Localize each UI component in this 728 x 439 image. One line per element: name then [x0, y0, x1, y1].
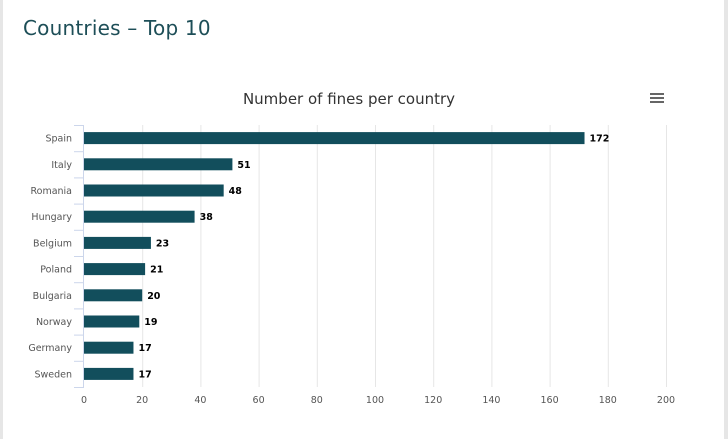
- category-label: Norway: [36, 317, 72, 328]
- x-tick-label: 120: [424, 395, 442, 406]
- x-tick-label: 20: [136, 395, 148, 406]
- category-label: Bulgaria: [33, 291, 72, 302]
- x-tick-label: 140: [482, 395, 500, 406]
- data-label: 17: [138, 369, 151, 380]
- data-label: 38: [200, 212, 214, 223]
- bar-norway[interactable]: [84, 315, 140, 328]
- x-tick-label: 40: [194, 395, 206, 406]
- category-label: Romania: [30, 186, 72, 197]
- category-label: Poland: [40, 265, 72, 276]
- x-tick-label: 160: [541, 395, 559, 406]
- right-panel-border: [724, 0, 728, 439]
- data-label: 21: [150, 265, 163, 276]
- bar-hungary[interactable]: [84, 210, 195, 223]
- bar-spain[interactable]: [84, 132, 585, 145]
- category-label: Sweden: [34, 369, 72, 380]
- x-tick-label: 80: [311, 395, 323, 406]
- page-title: Countries – Top 10: [23, 16, 211, 40]
- category-label: Hungary: [31, 212, 72, 223]
- chart-title: Number of fines per country: [243, 90, 455, 108]
- bar-bulgaria[interactable]: [84, 289, 143, 302]
- bar-sweden[interactable]: [84, 367, 134, 380]
- x-tick-label: 60: [253, 395, 265, 406]
- data-label: 51: [237, 160, 250, 171]
- bar-romania[interactable]: [84, 184, 224, 197]
- left-panel-border: [0, 0, 3, 439]
- bar-italy[interactable]: [84, 158, 233, 171]
- x-tick-label: 100: [366, 395, 384, 406]
- bar-belgium[interactable]: [84, 236, 151, 249]
- data-label: 20: [147, 291, 161, 302]
- category-label: Belgium: [33, 238, 72, 249]
- x-tick-label: 0: [81, 395, 87, 406]
- bar-germany[interactable]: [84, 341, 134, 354]
- data-label: 48: [229, 186, 243, 197]
- data-label: 19: [144, 317, 157, 328]
- data-label: 23: [156, 238, 169, 249]
- data-label: 172: [590, 134, 610, 145]
- bar-poland[interactable]: [84, 263, 146, 276]
- category-label: Italy: [51, 160, 72, 171]
- category-label: Germany: [28, 343, 72, 354]
- x-tick-label: 180: [599, 395, 617, 406]
- x-tick-label: 200: [657, 395, 675, 406]
- category-label: Spain: [45, 134, 72, 145]
- data-label: 17: [138, 343, 151, 354]
- chart-menu-button[interactable]: [645, 87, 669, 109]
